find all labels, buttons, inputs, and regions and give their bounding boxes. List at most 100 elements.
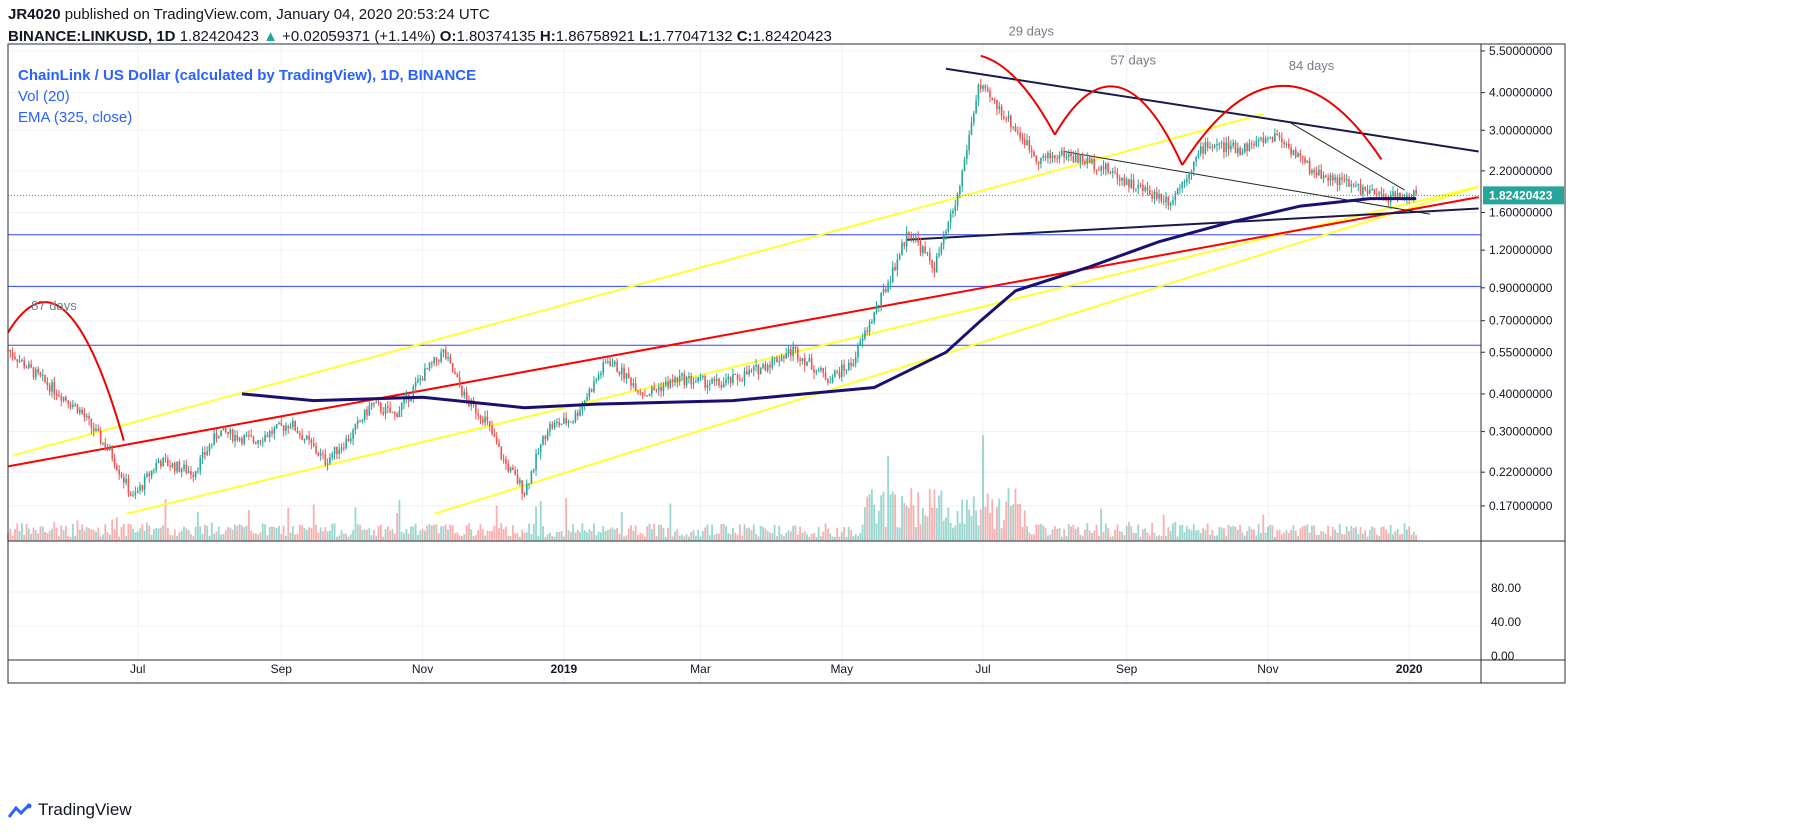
volume-bar [935,508,938,541]
y-tick-label: 1.20000000 [1489,243,1553,257]
volume-bar [653,523,656,541]
candle-body [915,237,917,239]
volume-bar [1030,534,1033,541]
volume-bar [236,525,239,541]
candle-body [896,259,899,271]
volume-bar [861,524,864,541]
candle-body [419,378,422,380]
volume-bar [558,532,561,541]
candle-body [1040,157,1042,164]
volume-bar [1185,525,1188,541]
candle-body [25,367,28,369]
candle-body [1144,187,1146,191]
candle-body [366,409,368,416]
volume-bar [551,536,554,541]
volume-bar [106,532,109,541]
candle-body [312,443,315,447]
volume-legend[interactable]: Vol (20) [18,88,70,105]
candle-body [1118,178,1121,181]
axes: 5.50000000 4.00000000 3.00000000 2.20000000… [130,44,1564,676]
candle-body [319,453,322,456]
volume-bar [412,526,415,541]
volume-bar [11,535,14,541]
candle-body [523,493,526,495]
volume-bar [1331,526,1334,541]
volume-bar [898,527,901,541]
volume-bar [326,531,329,541]
candle-body [1058,154,1061,159]
volume-bar [1262,514,1265,541]
volume-bar [945,517,947,541]
volume-bar [331,523,334,541]
candle-body [1297,153,1299,157]
volume-bar [143,530,146,541]
volume-bar [604,530,607,541]
candle-body [1220,142,1223,144]
volume-bar [428,523,431,541]
chart-title[interactable]: ChainLink / US Dollar (calculated by Tra… [18,67,477,84]
last-price: 1.82420423 [179,28,259,45]
volume-bar [706,524,709,541]
volume-bar [217,526,220,541]
volume-bar [609,528,612,541]
volume-bar [505,526,507,541]
ema-legend[interactable]: EMA (325, close) [18,109,133,126]
candle-body [157,460,160,464]
candle-body [1130,179,1133,188]
volume-bar [984,506,987,541]
volume-bar [1241,532,1244,541]
candle-body [509,467,512,472]
volume-bar [926,516,929,541]
candle-body [894,266,896,271]
candle-body [336,446,338,455]
volume-bar [593,523,595,541]
volume-bar [273,526,276,541]
candle-body [160,460,162,467]
brand[interactable]: TradingView [8,800,132,820]
candle-body [993,99,996,101]
volume-bar [1292,525,1295,541]
volume-bar [370,535,373,541]
volume-bar [1060,536,1063,541]
candle-body [164,457,167,460]
volume-bar [769,532,771,541]
outer-frame [7,43,1566,684]
volume-bar [282,525,285,541]
candle-body [1380,192,1383,195]
volume-bar [210,522,213,541]
candle-body [58,395,60,397]
candle-body [572,421,574,423]
candle-body [1278,134,1281,139]
candle-body [1165,196,1167,203]
volume-bar [775,536,778,541]
volume-bar [643,536,646,541]
candle-body [405,393,408,398]
candle-body [349,438,352,442]
candle-body [1350,184,1353,187]
volume-bar [1229,526,1232,541]
volume-bar [150,534,153,541]
volume-bar [968,509,971,541]
candle-body [729,376,732,383]
wedge-upper-line [1288,121,1405,191]
candle-body [322,453,324,455]
volume-bar [1278,529,1281,541]
volume-bar [711,524,714,541]
candle-body [611,364,614,366]
volume-bar [1037,524,1040,541]
candle-body [847,362,850,371]
candle-body [880,292,882,305]
candle-body [185,464,188,473]
author-name[interactable]: JR4020 [8,6,61,23]
volume-bar [762,527,764,541]
volume-bar [947,507,950,541]
candle-body [1042,156,1045,158]
candle-body [783,356,785,359]
volume-bar [484,535,487,541]
candle-body [30,363,32,368]
volume-bar [379,524,382,541]
volume-bar [1396,528,1399,541]
candle-body [352,429,354,439]
candle-body [597,375,600,380]
